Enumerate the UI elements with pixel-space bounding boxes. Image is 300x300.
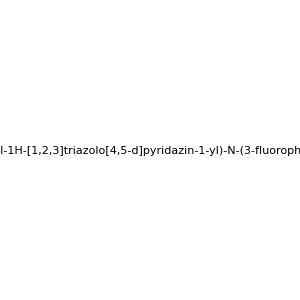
Text: 2-(4,7-diphenyl-1H-[1,2,3]triazolo[4,5-d]pyridazin-1-yl)-N-(3-fluorophenyl)aceta: 2-(4,7-diphenyl-1H-[1,2,3]triazolo[4,5-d… [0,146,300,157]
